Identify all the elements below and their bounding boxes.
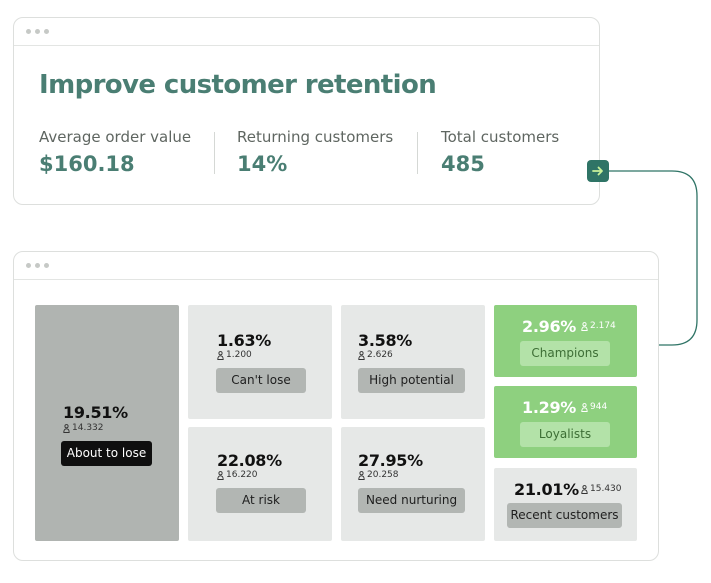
person-icon	[63, 423, 70, 433]
window-dot	[26, 263, 31, 268]
window-controls	[26, 263, 49, 268]
metric-value: 14%	[237, 152, 288, 176]
metric-label: Total customers	[441, 128, 560, 146]
customer-segments-window: 19.51% 14.332 About to lose 1.63% 1.200 …	[13, 251, 659, 561]
segment-count: 1.200	[217, 350, 252, 360]
metric-divider	[214, 132, 215, 174]
segment-label-button[interactable]: Need nurturing	[358, 488, 465, 513]
segment-label-button[interactable]: High potential	[358, 368, 465, 393]
segment-label-button[interactable]: Loyalists	[520, 422, 610, 447]
person-icon	[581, 321, 588, 331]
segment-count-value: 1.200	[226, 350, 252, 360]
arrow-right-button[interactable]	[587, 160, 609, 182]
segment-count: 2.626	[358, 350, 393, 360]
segment-high-potential[interactable]: 3.58% 2.626 High potential	[341, 305, 485, 419]
segment-champions[interactable]: 2.96% 2.174 Champions	[494, 305, 637, 377]
segment-count-value: 944	[590, 402, 608, 412]
segment-percentage: 22.08%	[217, 451, 282, 470]
segment-about-to-lose[interactable]: 19.51% 14.332 About to lose	[35, 305, 179, 541]
person-icon	[581, 402, 588, 412]
metric-divider	[417, 132, 418, 174]
segment-loyalists[interactable]: 1.29% 944 Loyalists	[494, 386, 637, 458]
segment-count-value: 16.220	[226, 470, 258, 480]
arrow-right-icon	[592, 166, 603, 176]
segment-count: 20.258	[358, 470, 399, 480]
retention-summary-window: Improve customer retention Average order…	[13, 17, 600, 205]
segment-percentage: 1.63%	[217, 331, 272, 350]
segment-recent-customers[interactable]: 21.01% 15.430 Recent customers	[494, 468, 637, 541]
window-dot	[35, 29, 40, 34]
segment-percentage: 3.58%	[358, 331, 413, 350]
metric-returning-customers: Returning customers 14%	[237, 128, 393, 176]
segment-label-button[interactable]: Can't lose	[216, 368, 306, 393]
segment-label-button[interactable]: At risk	[216, 488, 306, 513]
segment-count: 14.332	[63, 423, 104, 433]
segment-count: 15.430	[581, 484, 622, 494]
window-dot	[35, 263, 40, 268]
metric-total-customers: Total customers 485	[441, 128, 559, 176]
window-dot	[44, 263, 49, 268]
titlebar-divider	[14, 45, 599, 46]
metric-label: Average order value	[39, 128, 192, 146]
window-dot	[44, 29, 49, 34]
metric-value: 485	[441, 152, 485, 176]
segment-cant-lose[interactable]: 1.63% 1.200 Can't lose	[188, 305, 332, 419]
person-icon	[358, 350, 365, 360]
segment-count-value: 15.430	[590, 484, 622, 494]
segment-count-value: 2.174	[590, 321, 616, 331]
metric-label: Returning customers	[237, 128, 394, 146]
segment-count: 2.174	[581, 321, 616, 331]
person-icon	[581, 484, 588, 494]
segment-label-button[interactable]: Champions	[520, 341, 610, 366]
segment-percentage: 21.01%	[514, 480, 579, 499]
metric-average-order-value: Average order value $160.18	[39, 128, 191, 176]
segment-count: 944	[581, 402, 607, 412]
segment-percentage: 27.95%	[358, 451, 423, 470]
segment-count-value: 14.332	[72, 423, 104, 433]
segment-count-value: 2.626	[367, 350, 393, 360]
segment-count: 16.220	[217, 470, 258, 480]
segment-label-button[interactable]: Recent customers	[507, 503, 622, 528]
person-icon	[217, 350, 224, 360]
segment-label-button[interactable]: About to lose	[61, 441, 152, 466]
segment-count-value: 20.258	[367, 470, 399, 480]
titlebar-divider	[14, 279, 658, 280]
window-dot	[26, 29, 31, 34]
person-icon	[217, 470, 224, 480]
window-controls	[26, 29, 49, 34]
segment-percentage: 2.96%	[522, 317, 577, 336]
segment-percentage: 1.29%	[522, 398, 577, 417]
page-title: Improve customer retention	[39, 70, 437, 100]
metric-value: $160.18	[39, 152, 135, 176]
segment-at-risk[interactable]: 22.08% 16.220 At risk	[188, 427, 332, 541]
person-icon	[358, 470, 365, 480]
segment-need-nurturing[interactable]: 27.95% 20.258 Need nurturing	[341, 427, 485, 541]
segment-percentage: 19.51%	[63, 403, 128, 422]
